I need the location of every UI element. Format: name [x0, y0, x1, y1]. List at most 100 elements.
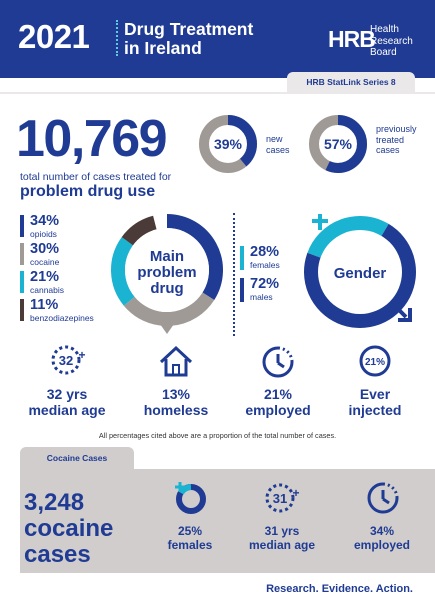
new-cases-label-line-2: cases	[266, 144, 290, 155]
new-cases-label: new cases	[266, 134, 290, 155]
homeless-value: 13%	[161, 386, 191, 402]
main-drug-donut: Main problem drug	[111, 214, 223, 334]
legend-swatch	[20, 299, 24, 321]
legend-label: opioids	[30, 229, 57, 239]
previously-treated-ring: 57%	[309, 115, 367, 173]
house-icon	[159, 345, 193, 377]
section-divider	[233, 213, 235, 336]
cocaine-panel	[20, 469, 435, 573]
median-age-label: median age	[28, 402, 106, 418]
gender-donut: Gender	[304, 214, 416, 328]
cocaine-stat-median-age: 31 + 31 yrs median age	[234, 480, 330, 560]
donut-title-line-3: drug	[150, 280, 183, 297]
legend-pct: 11%	[30, 297, 59, 313]
legend-pct: 30%	[30, 241, 60, 257]
cocaine-females-value: 25%	[177, 524, 203, 538]
gender-title: Gender	[334, 265, 387, 282]
median-age-icon: 31 +	[265, 483, 300, 513]
legend-swatch	[20, 243, 24, 265]
footer-tagline: Research. Evidence. Action.	[266, 583, 413, 595]
legend-pct: 72%	[250, 276, 280, 292]
injected-value: Ever	[359, 386, 391, 402]
female-symbol-icon	[312, 214, 328, 230]
series-underline	[0, 92, 435, 94]
previously-treated-line-2: treated	[376, 134, 405, 145]
cocaine-word-line-1: cocaine	[24, 515, 114, 542]
donut-segment-opioids	[166, 214, 223, 300]
donut-segment-males	[304, 223, 416, 328]
total-cases-number: 10,769	[16, 110, 168, 168]
hrb-logo-text: Health Research Board	[370, 24, 413, 59]
previously-treated-label: previously treated cases	[376, 124, 417, 156]
donut-segment-cannabis	[111, 237, 135, 306]
donut-segment-cocaine	[123, 292, 215, 326]
logo-line-2: Research	[370, 35, 413, 47]
hrb-logo-mark: HRB	[328, 26, 376, 53]
cocaine-stat-employed: 34% employed	[340, 480, 424, 560]
cocaine-employed-label: employed	[353, 538, 410, 552]
legend-pct: 34%	[30, 213, 60, 229]
legend-swatch	[20, 215, 24, 237]
legend-pct: 21%	[30, 269, 60, 285]
median-age-icon: 32 +	[51, 345, 86, 375]
clock-icon	[262, 346, 294, 378]
legend-label: females	[250, 260, 280, 270]
plus-icon: +	[78, 348, 85, 362]
series-tab: HRB StatLink Series 8	[287, 72, 415, 92]
report-year: 2021	[18, 18, 90, 55]
cocaine-word-line-2: cases	[24, 541, 91, 568]
main-drug-arcs	[111, 214, 223, 326]
median-age-icon-text: 32	[59, 353, 73, 368]
previously-treated-line-3: cases	[376, 145, 400, 155]
cocaine-age-value: 31 yrs	[264, 524, 300, 538]
donut-segment-females	[307, 216, 389, 259]
injected-icon: 21%	[359, 345, 391, 377]
logo-mark-text: HRB	[328, 26, 376, 52]
cocaine-employed-value: 34%	[369, 524, 395, 538]
new-cases-pct: 39%	[214, 136, 243, 152]
cocaine-age-label: median age	[248, 538, 316, 552]
new-cases-label-line-1: new	[266, 134, 283, 144]
total-caption-bold: problem drug use	[20, 183, 156, 200]
male-symbol-icon	[393, 304, 412, 322]
median-age-value: 32 yrs	[46, 386, 88, 402]
employed-value: 21%	[263, 386, 293, 402]
header-divider	[116, 20, 118, 56]
stat-homeless: 13% homeless	[131, 344, 221, 424]
clock-icon	[367, 482, 399, 514]
donut-title-line-1: Main	[150, 248, 184, 265]
injected-label: injected	[348, 402, 402, 418]
donut-segment-benzodiazepines	[121, 215, 157, 246]
cocaine-word: cocaine cases	[24, 516, 113, 568]
legend-label: cannabis	[30, 285, 65, 295]
legend-label: benzodiazepines	[30, 313, 94, 323]
cocaine-count: 3,248	[24, 489, 85, 516]
report-title: Drug Treatment in Ireland	[124, 20, 274, 58]
previously-treated-pct: 57%	[324, 136, 353, 152]
cocaine-age-icon-text: 31	[273, 491, 287, 506]
footnote: All percentages cited above are a propor…	[98, 431, 337, 440]
employed-label: employed	[245, 402, 311, 418]
stat-median-age: 32 + 32 yrs median age	[20, 344, 114, 424]
donut-center	[125, 228, 209, 312]
previously-treated-line-1: previously	[376, 124, 417, 134]
header-banner	[0, 0, 435, 78]
cocaine-tab: Cocaine Cases	[20, 447, 134, 469]
donut-title-line-2: problem	[137, 264, 196, 281]
title-line-2: in Ireland	[124, 38, 202, 58]
legend-swatch	[240, 278, 244, 302]
stat-employed: 21% employed	[233, 344, 323, 424]
cocaine-females-label: females	[167, 538, 213, 552]
new-cases-ring: 39%	[199, 115, 257, 173]
logo-line-1: Health	[370, 24, 399, 35]
plus-icon: +	[292, 486, 299, 500]
legend-swatch	[20, 271, 24, 293]
legend-label: males	[250, 292, 273, 302]
legend-swatch	[240, 246, 244, 270]
footer	[0, 573, 435, 600]
gender-arcs	[304, 216, 416, 328]
speech-pointer	[160, 324, 174, 334]
total-caption: total number of cases treated for	[20, 171, 172, 183]
legend-label: cocaine	[30, 257, 60, 267]
cocaine-stat-females: 25% females	[150, 480, 230, 560]
